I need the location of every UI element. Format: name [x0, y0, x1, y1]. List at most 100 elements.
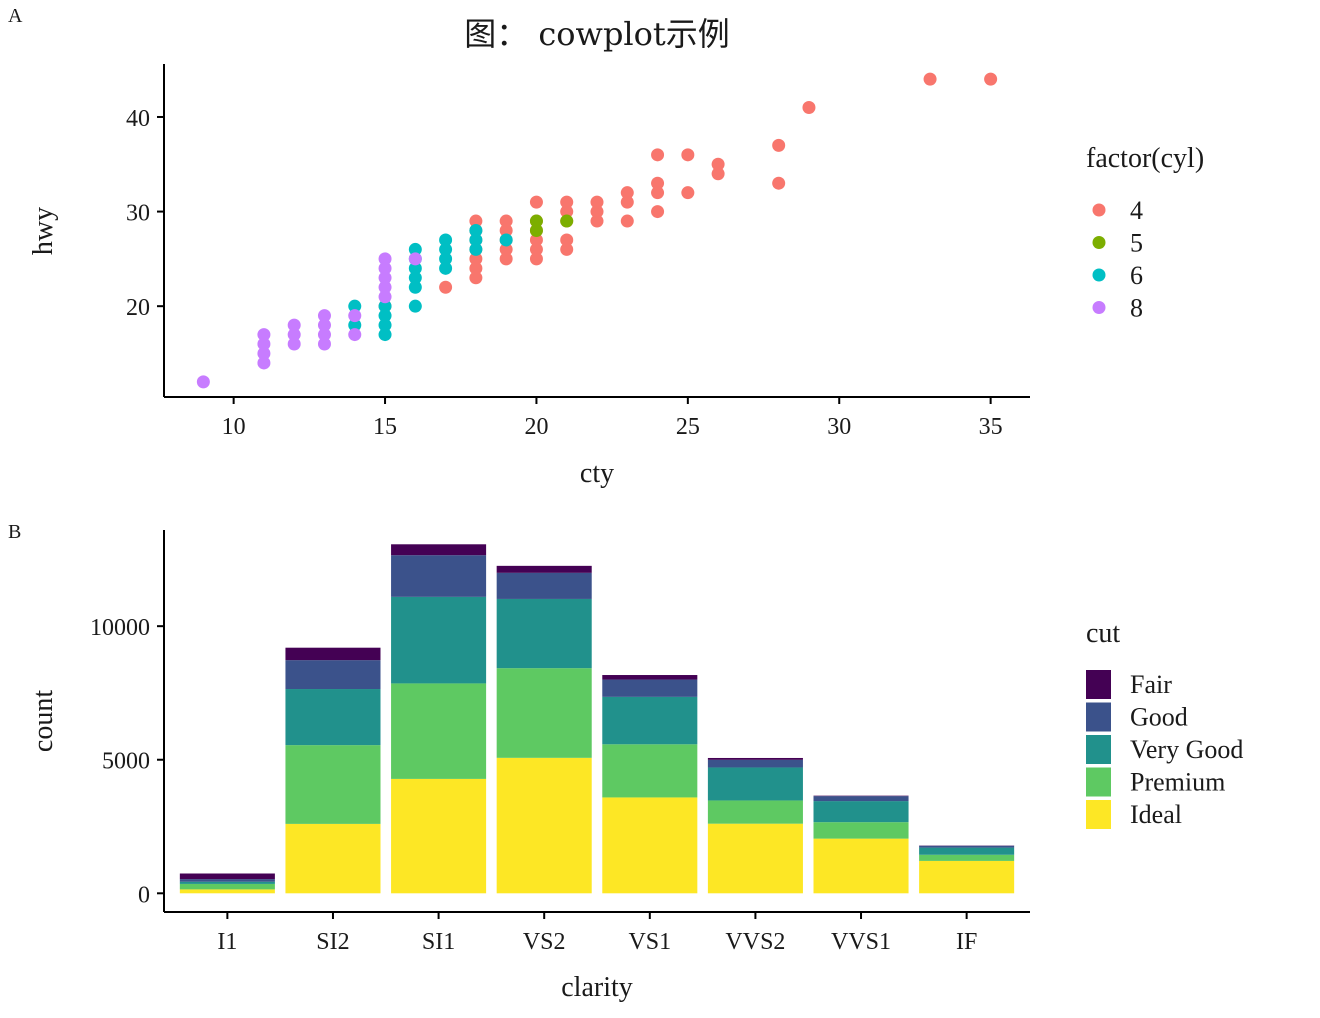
scatter-point-cyl-4: [651, 186, 665, 200]
legend-label: Premium: [1130, 768, 1225, 797]
x-axis-title: clarity: [561, 972, 633, 1003]
scatter-point-cyl-5: [560, 214, 574, 228]
scatter-point-cyl-4: [529, 242, 543, 256]
x-tick-label: VVS1: [831, 929, 891, 955]
y-tick-label: 30: [126, 201, 150, 227]
bar-segment-i1-ideal: [179, 889, 275, 894]
bar-segment-vvs2-very-good: [707, 767, 803, 801]
scatter-point-cyl-8: [287, 337, 301, 351]
scatter-point-cyl-4: [651, 205, 665, 219]
bar-axes: I1 SI2 SI1 VS2 VS1 VVS2 VVS1 IF 0 5000 10000: [90, 530, 1030, 955]
bar-segment-vs1-good: [602, 679, 698, 697]
bar-segment-vvs1-ideal: [813, 838, 909, 894]
bar-segment-vs1-premium: [602, 744, 698, 798]
x-tick-label: SI1: [422, 929, 455, 955]
bar-segment-vs2-fair: [496, 565, 592, 573]
scatter-point-cyl-8: [257, 356, 271, 370]
scatter-point-cyl-8: [287, 318, 301, 332]
scatter-point-cyl-4: [560, 233, 574, 247]
bar-segment-si1-fair: [391, 544, 487, 556]
scatter-point-cyl-4: [469, 252, 483, 266]
scatter-point-cyl-4: [651, 148, 665, 162]
stacked-bars: [179, 544, 1015, 894]
legend-key-cyl-5: [1092, 236, 1106, 249]
bar-segment-vs2-very-good: [496, 598, 592, 669]
scatter-point-cyl-6: [408, 280, 422, 294]
legend-title: factor(cyl): [1086, 143, 1204, 174]
bar-segment-vvs2-premium: [707, 800, 803, 824]
bar-segment-vvs2-good: [707, 759, 803, 768]
scatter-point-cyl-6: [439, 233, 453, 247]
scatter-point-cyl-8: [287, 328, 301, 342]
scatter-point-cyl-4: [560, 195, 574, 209]
scatter-point-cyl-8: [378, 280, 392, 294]
bar-segment-si1-premium: [391, 683, 487, 779]
legend-key-cyl-4: [1092, 203, 1106, 217]
scatter-point-cyl-5: [529, 224, 543, 237]
legend-cut: cut Fair Good Very Good Premium Ideal: [1086, 618, 1243, 829]
scatter-point-cyl-8: [196, 375, 210, 389]
x-tick-label: VS2: [523, 929, 566, 955]
y-tick-label: 10000: [90, 615, 150, 641]
scatter-point-cyl-4: [469, 271, 483, 285]
scatter-point-cyl-4: [590, 195, 604, 209]
y-tick-label: 0: [138, 882, 150, 908]
scatter-point-cyl-8: [378, 271, 392, 285]
legend-key-cyl-6: [1092, 268, 1106, 282]
scatter-point-cyl-4: [711, 157, 725, 171]
scatter-point-cyl-6: [408, 261, 422, 275]
legend-label: 8: [1130, 294, 1143, 323]
legend-key-cyl-8: [1092, 301, 1106, 314]
scatter-point-cyl-4: [529, 195, 543, 209]
y-tick-label: 40: [126, 106, 150, 132]
x-tick-label: 35: [979, 414, 1003, 440]
scatter-point-cyl-4: [711, 167, 725, 181]
bar-segment-vs2-good: [496, 572, 592, 599]
scatter-point-cyl-4: [590, 205, 604, 219]
scatter-point-cyl-8: [378, 290, 392, 304]
legend-label: 4: [1130, 196, 1143, 225]
legend-key-fair: [1086, 670, 1111, 699]
scatter-point-cyl-6: [469, 242, 483, 256]
scatter-point-cyl-6: [439, 252, 453, 266]
y-axis-title: hwy: [28, 207, 59, 255]
bar-segment-vs2-premium: [496, 668, 592, 758]
x-tick-label: VS1: [628, 929, 671, 955]
scatter-point-cyl-6: [469, 233, 483, 247]
bar-segment-vs1-fair: [602, 675, 698, 680]
x-tick-label: 25: [676, 414, 700, 440]
scatter-point-cyl-6: [348, 318, 362, 332]
bar-segment-i1-fair: [179, 873, 275, 880]
scatter-point-cyl-8: [378, 261, 392, 275]
x-tick-label: 10: [222, 414, 246, 440]
bar-segment-si2-ideal: [285, 823, 381, 894]
bar-segment-si2-fair: [285, 647, 381, 661]
scatter-point-cyl-4: [681, 186, 695, 200]
scatter-point-cyl-4: [923, 72, 937, 86]
scatter-point-cyl-8: [257, 328, 271, 342]
bar-segment-vvs2-fair: [707, 757, 803, 760]
legend-title: cut: [1086, 618, 1120, 649]
bar-segment-si2-good: [285, 660, 381, 690]
scatter-point-cyl-8: [348, 309, 362, 323]
scatter-point-cyl-6: [378, 318, 392, 332]
legend-label: 5: [1130, 229, 1143, 258]
y-axis-title: count: [28, 690, 59, 752]
scatter-point-cyl-4: [620, 214, 634, 228]
scatter-point-cyl-4: [469, 261, 483, 275]
bar-segment-vs2-ideal: [496, 757, 592, 894]
bar-segment-if-premium: [919, 854, 1015, 861]
scatter-point-cyl-4: [469, 214, 483, 228]
bar-segment-if-good: [919, 845, 1015, 848]
legend-label: Good: [1130, 703, 1188, 732]
bar-segment-si1-very-good: [391, 596, 487, 684]
bar-segment-si1-ideal: [391, 778, 487, 894]
scatter-point-cyl-4: [772, 138, 786, 152]
y-tick-label: 20: [126, 295, 150, 321]
bar-segment-vvs1-premium: [813, 822, 909, 839]
bar-segment-vvs1-very-good: [813, 801, 909, 823]
bar-segment-vs1-ideal: [602, 797, 698, 894]
bar-segment-si1-good: [391, 555, 487, 597]
x-tick-label: 15: [373, 414, 397, 440]
